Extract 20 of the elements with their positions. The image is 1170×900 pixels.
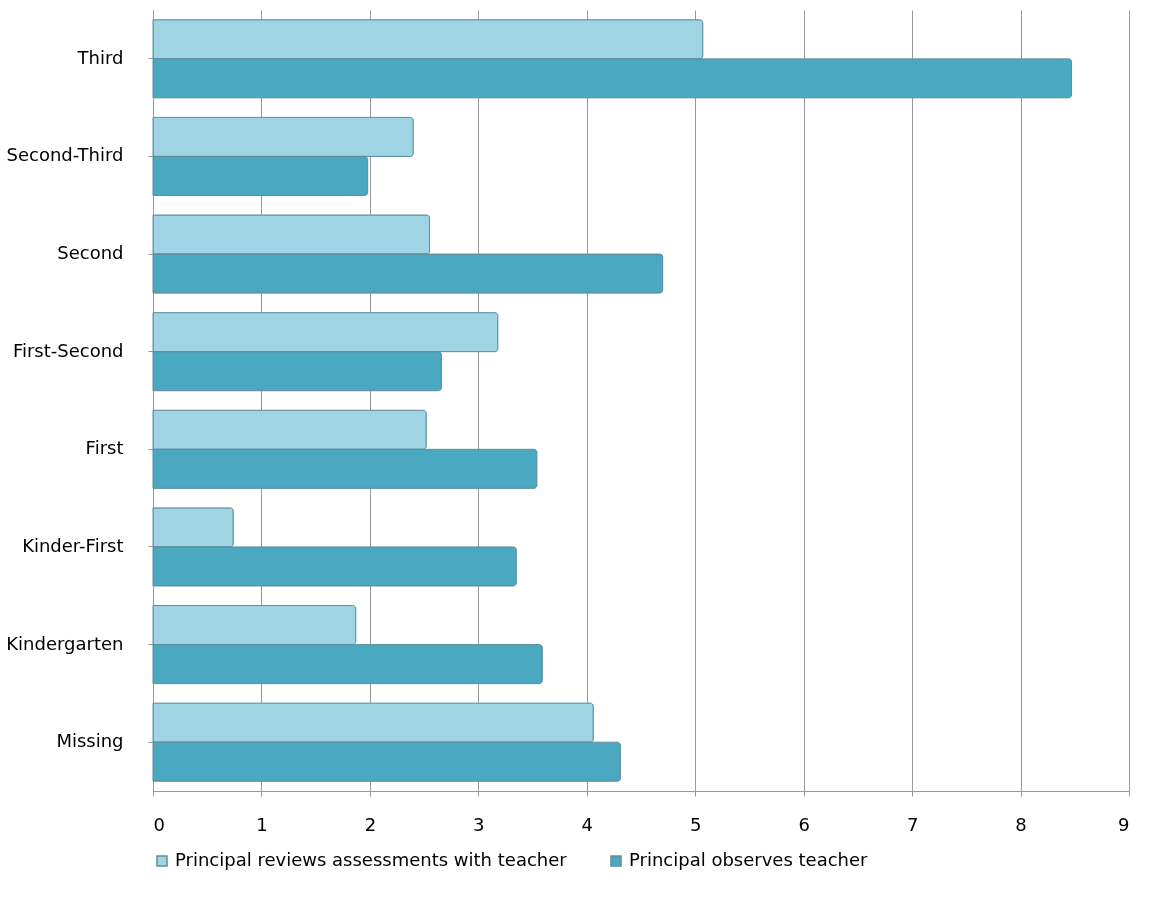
x-tick-label: 9: [1118, 813, 1130, 835]
x-tick-label: 0: [153, 813, 165, 835]
y-tick-label: First: [85, 437, 124, 459]
legend-label: Principal observes teacher: [629, 849, 869, 870]
y-tick-label: First-Second: [12, 339, 124, 361]
y-tick-label: Kinder-First: [22, 534, 124, 556]
x-tick-label: 2: [364, 813, 377, 835]
y-tick-label: Second: [57, 242, 124, 264]
x-tick-label: 1: [256, 813, 268, 835]
legend-label: Principal reviews assessments with teacher: [175, 849, 568, 870]
y-tick-label: Second-Third: [6, 144, 124, 166]
y-tick-label: Missing: [56, 730, 124, 752]
x-tick-label: 3: [473, 813, 485, 835]
x-tick-label: 8: [1015, 813, 1027, 835]
y-tick-label: Third: [76, 46, 124, 68]
x-tick-label: 4: [581, 813, 593, 835]
x-tick-label: 7: [906, 813, 919, 835]
x-tick-label: 6: [798, 813, 810, 835]
x-tick-label: 5: [690, 813, 702, 835]
y-tick-label: Kindergarten: [6, 632, 124, 654]
